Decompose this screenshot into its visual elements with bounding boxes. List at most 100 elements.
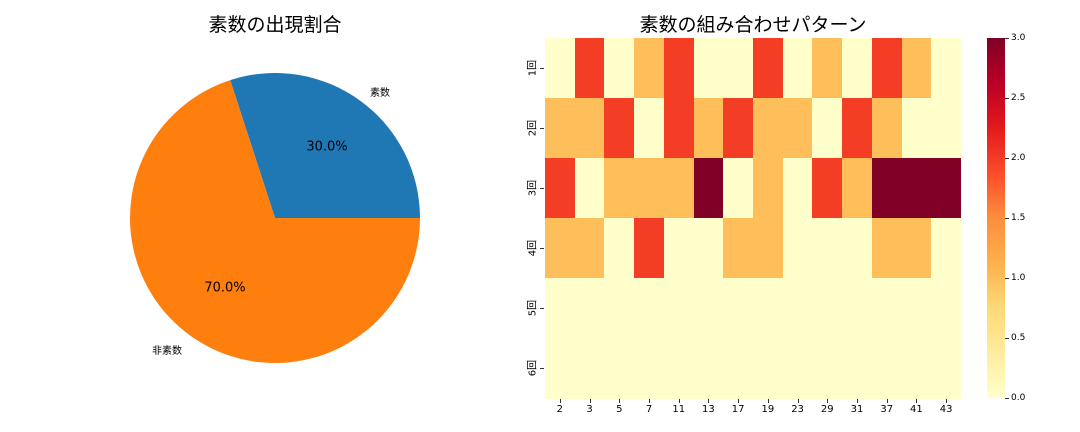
heatmap-cell (901, 338, 932, 399)
heatmap-cell (931, 278, 962, 339)
pie-label-prime: 素数 (370, 88, 390, 99)
heatmap-cell (931, 38, 962, 99)
heatmap-cell (693, 218, 724, 279)
colorbar (987, 38, 1005, 398)
colorbar-tick-label: 1.0 (1011, 273, 1026, 283)
heatmap-cell (663, 158, 695, 219)
heatmap-cell (782, 278, 813, 339)
x-tick-label: 43 (939, 404, 953, 415)
heatmap-cell (753, 218, 784, 279)
x-tick-label: 41 (910, 404, 923, 415)
heatmap-cell (663, 218, 695, 279)
heatmap-cell (604, 158, 635, 219)
heatmap-cell (693, 278, 724, 339)
x-tick-mark (767, 399, 769, 403)
heatmap-cell (901, 158, 932, 219)
y-tick-mark (540, 308, 544, 309)
heatmap-cell (812, 98, 843, 159)
heatmap-cell (842, 38, 873, 99)
heatmap-cell (931, 158, 962, 219)
heatmap-cell (812, 158, 843, 219)
heatmap-cell (604, 218, 635, 279)
x-tick-mark (649, 399, 650, 403)
heatmap-cell (753, 338, 784, 399)
x-tick-mark (589, 399, 591, 403)
heatmap-cell (901, 38, 932, 99)
heatmap-cell (901, 98, 932, 159)
x-tick-label: 2 (556, 404, 564, 415)
heatmap-cell (812, 38, 843, 99)
heatmap-cell (871, 38, 903, 99)
heatmap-cell (931, 218, 962, 279)
heatmap-cell (842, 98, 873, 159)
colorbar-tick-mark (1005, 278, 1009, 279)
heatmap-cell (604, 38, 635, 99)
x-tick-label: 3 (586, 404, 593, 415)
y-tick-label: 2回 (527, 119, 539, 137)
heatmap-cell (574, 98, 605, 159)
heatmap-cell (634, 38, 665, 99)
y-tick-label: 5回 (527, 299, 539, 317)
heatmap-cell (782, 98, 813, 159)
heatmap-cell (634, 98, 665, 159)
heatmap-cell (604, 98, 635, 159)
x-tick-mark (708, 399, 710, 403)
heatmap-cell (574, 38, 605, 99)
x-tick-label: 17 (731, 404, 745, 415)
heatmap-cell (545, 338, 576, 399)
colorbar-tick-label: 0.0 (1011, 393, 1026, 403)
heatmap-cell (693, 158, 724, 219)
colorbar-tick-mark (1005, 38, 1009, 39)
heatmap-cell (753, 278, 784, 339)
x-tick-label: 13 (702, 404, 715, 415)
x-tick-label: 5 (616, 404, 623, 415)
colorbar-tick-label: 2.0 (1011, 153, 1026, 163)
heatmap-cell (663, 338, 695, 399)
heatmap-cell (842, 218, 873, 279)
heatmap-cell (871, 338, 903, 399)
heatmap-cell (723, 338, 754, 399)
y-tick-mark (540, 188, 544, 189)
heatmap-title: 素数の組み合わせパターン (639, 14, 867, 36)
heatmap-cell (693, 38, 724, 99)
heatmap-cell (574, 218, 605, 279)
heatmap-cell (574, 158, 605, 219)
heatmap-cell (723, 38, 754, 99)
heatmap-cell (634, 338, 665, 399)
x-tick-label: 29 (820, 404, 834, 415)
heatmap-cell (634, 278, 665, 339)
heatmap-cell (782, 158, 813, 219)
heatmap-cell (753, 98, 784, 159)
heatmap-cell (663, 278, 695, 339)
y-tick-mark (540, 368, 544, 369)
x-tick-mark (827, 399, 829, 403)
heatmap-cell (634, 158, 665, 219)
x-tick-label: 37 (880, 404, 894, 415)
heatmap-cell (604, 338, 635, 399)
colorbar-tick-label: 0.5 (1011, 333, 1026, 343)
pie-label-nonprime: 非素数 (152, 346, 182, 357)
heatmap-cell (782, 218, 813, 279)
heatmap-cell (753, 158, 784, 219)
x-tick-mark (916, 399, 918, 403)
x-tick-mark (738, 399, 740, 403)
pie-chart-title: 素数の出現割合 (208, 14, 342, 36)
heatmap-cell (723, 158, 754, 219)
heatmap-cell (545, 98, 576, 159)
colorbar-tick-mark (1005, 98, 1009, 99)
heatmap-cell (812, 278, 843, 339)
heatmap-cell (871, 98, 903, 159)
heatmap-cell (574, 338, 605, 399)
heatmap-cell (545, 158, 576, 219)
colorbar-tick-mark (1005, 158, 1009, 159)
heatmap-cell (812, 338, 843, 399)
colorbar-tick-mark (1005, 398, 1009, 399)
y-tick-label: 6回 (527, 359, 539, 377)
heatmap-cell (931, 98, 962, 159)
y-tick-label: 4回 (527, 239, 539, 257)
heatmap-cell (842, 158, 873, 219)
heatmap-cell (663, 98, 695, 159)
heatmap-cell (812, 218, 843, 279)
y-tick-mark (540, 248, 544, 249)
colorbar-tick-mark (1005, 218, 1009, 219)
